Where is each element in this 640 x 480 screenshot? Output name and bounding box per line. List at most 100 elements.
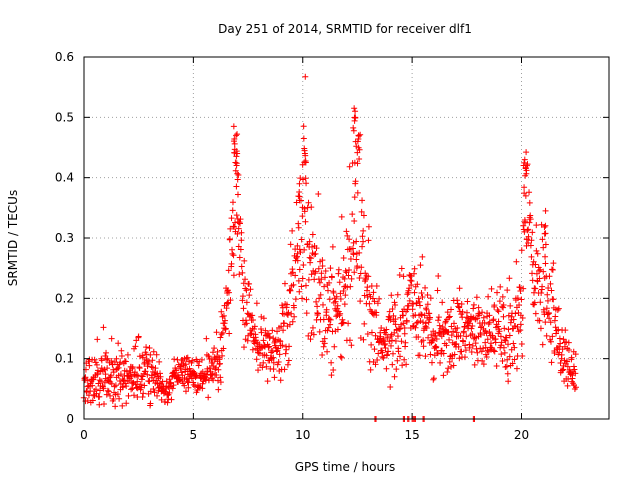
data-point — [418, 289, 425, 296]
data-point — [571, 366, 578, 373]
data-point — [401, 330, 408, 337]
data-point — [391, 299, 398, 306]
data-point — [331, 343, 338, 350]
data-point — [570, 363, 577, 370]
data-point — [542, 319, 549, 326]
data-point — [393, 366, 400, 373]
data-point — [171, 356, 178, 363]
data-point — [108, 335, 115, 342]
data-point — [332, 298, 339, 305]
data-point — [147, 351, 154, 358]
data-point — [213, 372, 220, 379]
data-point — [108, 372, 115, 379]
data-point — [300, 135, 307, 142]
data-point — [371, 346, 378, 353]
data-point — [507, 302, 514, 309]
data-point — [281, 366, 288, 373]
data-point — [541, 230, 548, 237]
data-point — [353, 143, 360, 150]
data-point — [220, 345, 227, 352]
data-point — [238, 263, 245, 270]
data-point — [533, 222, 540, 229]
data-point — [358, 208, 365, 215]
data-point — [303, 180, 310, 187]
data-point — [299, 213, 306, 220]
data-point — [384, 351, 391, 358]
data-point — [330, 289, 337, 296]
data-point — [356, 275, 363, 282]
data-point — [572, 370, 579, 377]
data-point — [312, 250, 319, 257]
data-point — [528, 253, 535, 260]
data-point — [548, 266, 555, 273]
data-point — [265, 344, 272, 351]
data-point — [345, 272, 352, 279]
data-point — [340, 319, 347, 326]
data-point — [215, 386, 222, 393]
data-point — [486, 312, 493, 319]
data-point — [462, 347, 469, 354]
data-point — [564, 382, 571, 389]
data-point — [302, 73, 309, 80]
axis-ticks: 0 0.1 0.2 0.3 0.4 0.5 0.6 0 5 10 15 20 — [55, 50, 609, 442]
data-point — [301, 208, 308, 215]
data-point — [435, 314, 442, 321]
data-point — [253, 356, 260, 363]
data-point — [354, 263, 361, 270]
data-point — [341, 283, 348, 290]
data-point — [482, 339, 489, 346]
data-point — [392, 316, 399, 323]
data-point — [233, 162, 240, 169]
data-point — [460, 328, 467, 335]
data-point — [83, 389, 90, 396]
data-point — [84, 377, 91, 384]
data-point — [303, 310, 310, 317]
data-point — [387, 384, 394, 391]
data-point — [141, 382, 148, 389]
data-point — [351, 194, 358, 201]
data-point — [305, 276, 312, 283]
data-point — [289, 269, 296, 276]
data-point — [385, 348, 392, 355]
data-point — [419, 253, 426, 260]
data-point — [134, 393, 141, 400]
data-point — [350, 127, 357, 134]
data-point — [412, 324, 419, 331]
data-point — [427, 351, 434, 358]
data-point — [307, 336, 314, 343]
data-point — [520, 222, 527, 229]
data-point — [295, 277, 302, 284]
data-point — [346, 163, 353, 170]
data-point — [147, 400, 154, 407]
data-point — [277, 377, 284, 384]
data-point — [498, 351, 505, 358]
data-point — [222, 317, 229, 324]
data-point — [539, 341, 546, 348]
data-point — [233, 183, 240, 190]
data-point — [119, 402, 126, 409]
y-tick-label: 0.6 — [55, 50, 74, 64]
data-point — [103, 349, 110, 356]
data-point — [396, 353, 403, 360]
data-point — [389, 337, 396, 344]
data-point — [107, 392, 114, 399]
data-point — [328, 274, 335, 281]
data-point — [298, 236, 305, 243]
data-point — [545, 284, 552, 291]
data-point — [538, 290, 545, 297]
data-point — [473, 294, 480, 301]
data-point — [258, 313, 265, 320]
data-point — [504, 370, 511, 377]
data-point — [532, 310, 539, 317]
data-point — [405, 302, 412, 309]
data-point — [315, 265, 322, 272]
data-point — [388, 292, 395, 299]
data-point — [270, 359, 277, 366]
data-point — [306, 254, 313, 261]
data-point — [316, 279, 323, 286]
data-point — [316, 328, 323, 335]
data-point — [189, 357, 196, 364]
x-axis-label: GPS time / hours — [295, 460, 396, 474]
data-point — [233, 132, 240, 139]
data-point — [117, 371, 124, 378]
